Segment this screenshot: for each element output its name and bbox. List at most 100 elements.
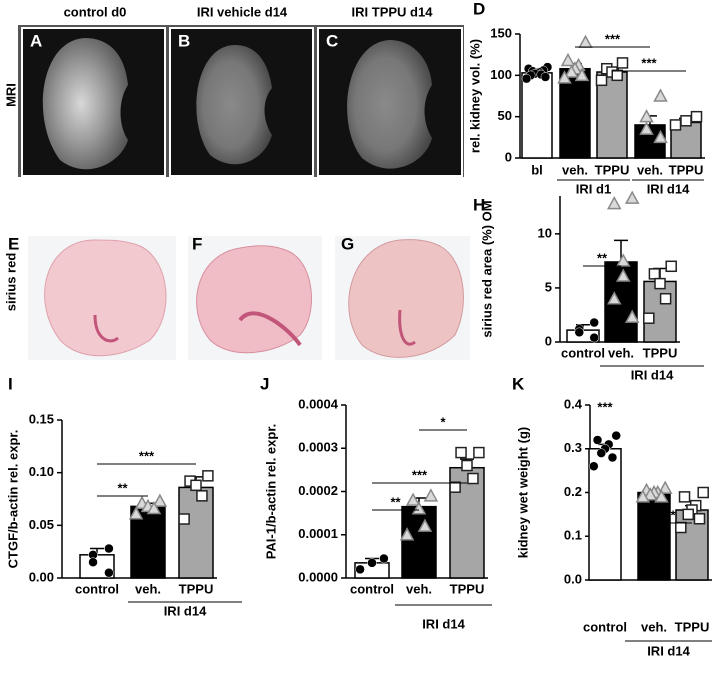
- y-tick-label: 0.0003: [298, 440, 338, 455]
- y-tick-label: 0.10: [29, 464, 54, 479]
- data-point: [399, 527, 415, 541]
- x-tick-label: veh.: [641, 619, 667, 634]
- y-tick-label: 0.1: [564, 528, 582, 543]
- data-point: [693, 513, 706, 525]
- data-point: [146, 500, 162, 515]
- data-point: [589, 317, 599, 328]
- data-point: [596, 448, 607, 458]
- data-point: [104, 543, 114, 554]
- group-label: IRI d14: [631, 367, 674, 382]
- y-tick-label: 0.2: [564, 484, 582, 499]
- significance-label: **: [117, 480, 128, 495]
- data-point: [682, 508, 695, 521]
- significance-label: ***: [412, 467, 428, 482]
- y-tick-label: 0.3: [564, 440, 582, 455]
- data-point: [592, 435, 603, 445]
- data-point: [589, 332, 599, 343]
- data-point: [578, 34, 593, 49]
- data-point: [152, 493, 168, 507]
- data-point: [574, 67, 590, 82]
- data-point: [540, 72, 551, 82]
- y-tick-label: 0.15: [29, 411, 54, 426]
- data-point: [589, 461, 599, 471]
- bar: [521, 72, 553, 159]
- significance-label: **: [597, 250, 608, 265]
- significance-label: ***: [597, 399, 613, 414]
- data-point: [697, 486, 709, 499]
- data-point: [653, 129, 668, 144]
- panel-letter: B: [178, 31, 190, 50]
- x-tick-label: TPPU: [450, 581, 485, 596]
- group-label: IRI d14: [647, 643, 690, 658]
- data-point: [178, 513, 190, 525]
- data-point: [616, 57, 629, 69]
- significance-label: **: [390, 494, 401, 509]
- x-tick-label: bl: [531, 162, 543, 177]
- bar: [178, 486, 214, 579]
- data-point: [639, 121, 654, 135]
- panel-letter: J: [260, 374, 269, 393]
- data-point: [461, 459, 473, 472]
- data-point: [521, 73, 532, 84]
- x-tick-label: TPPU: [179, 581, 214, 596]
- data-point: [615, 268, 631, 282]
- x-tick-label: TPPU: [669, 162, 704, 177]
- panel-title: IRI TPPU d14: [352, 4, 434, 19]
- data-point: [564, 64, 579, 78]
- y-axis-label: kidney wet weight (g): [515, 427, 530, 558]
- data-point: [643, 487, 658, 501]
- data-point: [657, 480, 673, 494]
- data-point: [615, 253, 631, 267]
- data-point: [635, 489, 651, 503]
- bar: [559, 67, 591, 159]
- x-tick-label: veh.: [562, 162, 588, 177]
- y-axis-label: CTGF/b-actin rel. expr.: [5, 430, 20, 569]
- data-point: [355, 564, 365, 575]
- data-point: [653, 88, 668, 102]
- x-tick-label: veh.: [406, 581, 432, 596]
- data-point: [560, 52, 576, 67]
- data-point: [659, 292, 672, 305]
- data-point: [449, 481, 461, 493]
- data-point: [88, 557, 98, 567]
- data-point: [473, 446, 485, 459]
- panel-letter: G: [341, 234, 354, 253]
- panel-title: control d0: [64, 4, 127, 19]
- data-point: [675, 521, 687, 534]
- panel-letter: D: [473, 0, 485, 18]
- data-point: [607, 196, 622, 210]
- group-label: IRI d14: [422, 616, 465, 631]
- y-tick-label: 0.0: [564, 571, 582, 586]
- data-point: [379, 553, 389, 564]
- y-tick-label: 0.05: [29, 517, 54, 532]
- data-point: [624, 309, 640, 323]
- y-tick-label: 0: [505, 149, 512, 164]
- data-point: [202, 470, 214, 482]
- x-tick-label: veh.: [608, 345, 634, 360]
- y-tick-label: 150: [490, 25, 512, 40]
- y-axis-label: sirius red area (%) OM: [479, 200, 494, 337]
- data-point: [557, 70, 572, 84]
- data-point: [669, 119, 682, 131]
- y-tick-label: 0.0002: [298, 483, 338, 498]
- data-point: [417, 518, 433, 532]
- x-tick-label: veh.: [135, 581, 161, 596]
- data-point: [196, 490, 208, 502]
- data-point: [680, 115, 692, 127]
- group-label: IRI d14: [647, 181, 690, 196]
- panel-letter: I: [8, 374, 13, 393]
- y-tick-label: 10: [538, 225, 552, 240]
- x-tick-label: TPPU: [595, 162, 630, 177]
- bar: [637, 491, 671, 581]
- panel-letter: E: [8, 234, 19, 253]
- data-point: [611, 69, 623, 82]
- data-point: [190, 479, 202, 492]
- y-tick-label: 0.00: [29, 569, 54, 584]
- y-tick-label: 0.0001: [298, 526, 338, 541]
- data-point: [624, 190, 640, 204]
- data-point: [423, 488, 439, 502]
- panel-letter: C: [326, 31, 338, 50]
- data-point: [607, 291, 622, 305]
- significance-label: ***: [139, 448, 155, 463]
- x-tick-label: TPPU: [643, 345, 678, 360]
